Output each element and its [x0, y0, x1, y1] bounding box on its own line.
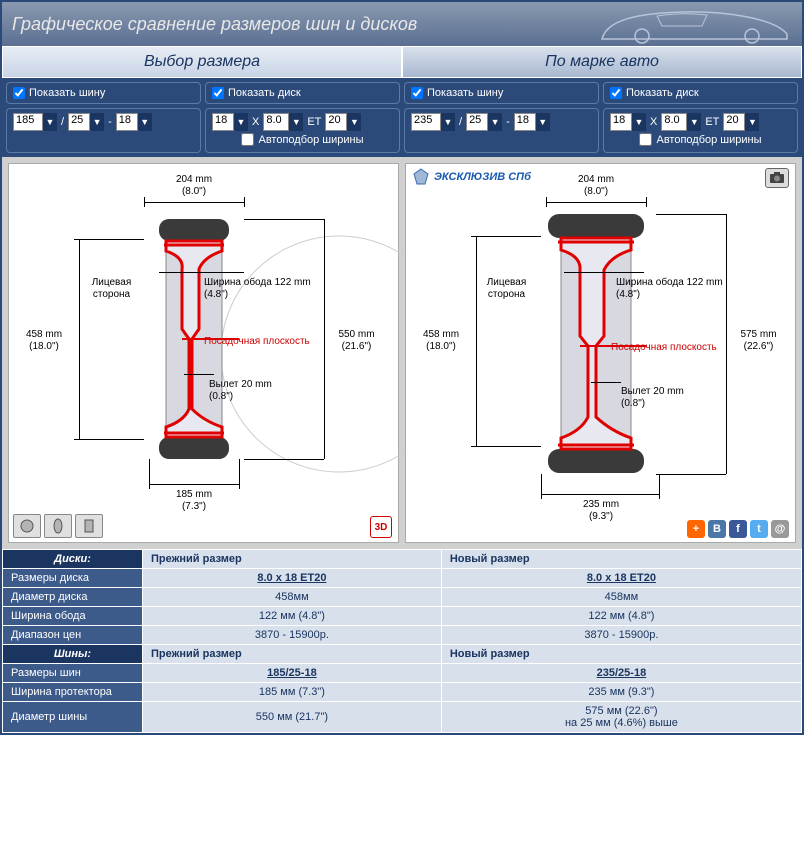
- section-tires: Шины:: [3, 645, 143, 664]
- left-disc-selects: 18▼ X 8.0▼ ET 20▼: [212, 113, 393, 131]
- show-disc-left-checkbox[interactable]: [212, 87, 224, 99]
- diagrams: 204 mm(8.0") 458 mm(18.0") 550 mm(21.6")…: [2, 157, 802, 549]
- section-discs: Диски:: [3, 550, 143, 569]
- left-controls: Показать шину Показать диск 185▼ / 25▼ -…: [6, 82, 400, 153]
- dim-offset: Вылет 20 mm(0.8"): [209, 379, 309, 403]
- disc-diameter-select-r[interactable]: 18: [610, 113, 632, 131]
- twitter-icon[interactable]: t: [750, 520, 768, 538]
- tire-diameter-select[interactable]: 18: [116, 113, 138, 131]
- show-tire-label: Показать шину: [29, 87, 105, 99]
- right-tire-selects: 235▼ / 25▼ - 18▼: [411, 113, 592, 131]
- col-new: Новый размер: [441, 550, 801, 569]
- 3d-badge[interactable]: 3D: [370, 516, 392, 538]
- row-tire-diam: Диаметр шины: [3, 702, 143, 733]
- chevron-down-icon[interactable]: ▼: [488, 113, 502, 131]
- share-plus-icon[interactable]: +: [687, 520, 705, 538]
- facebook-icon[interactable]: f: [729, 520, 747, 538]
- brand-badge: ЭКСКЛЮЗИВ СПб: [412, 168, 531, 186]
- left-disc-box: Показать диск: [205, 82, 400, 104]
- car-silhouette-icon: [592, 4, 792, 44]
- main-frame: Графическое сравнение размеров шин и дис…: [0, 0, 804, 735]
- dim-rim-width: Ширина обода 122 mm(4.8"): [204, 277, 339, 301]
- auto-width-label: Автоподбор ширины: [258, 134, 363, 146]
- brand-icon: [412, 168, 430, 186]
- tire-width-select[interactable]: 185: [13, 113, 43, 131]
- tab-by-car[interactable]: По марке авто: [402, 46, 802, 78]
- left-tire-selects: 185▼ / 25▼ - 18▼: [13, 113, 194, 131]
- left-tire-box: Показать шину: [6, 82, 201, 104]
- disc-et-select[interactable]: 20: [325, 113, 347, 131]
- right-disc-selects: 18▼ X 8.0▼ ET 20▼: [610, 113, 791, 131]
- dim-face-side: Лицевая сторона: [84, 277, 139, 301]
- right-controls: Показать шину Показать диск 235▼ / 25▼ -…: [404, 82, 798, 153]
- auto-width-left-checkbox[interactable]: [241, 133, 254, 146]
- disc-width-select-r[interactable]: 8.0: [661, 113, 687, 131]
- disc-diameter-select[interactable]: 18: [212, 113, 234, 131]
- chevron-down-icon[interactable]: ▼: [138, 113, 152, 131]
- controls-row: Показать шину Показать диск 185▼ / 25▼ -…: [2, 78, 802, 157]
- chevron-down-icon[interactable]: ▼: [289, 113, 303, 131]
- chevron-down-icon[interactable]: ▼: [687, 113, 701, 131]
- page-title: Графическое сравнение размеров шин и дис…: [12, 14, 417, 35]
- chevron-down-icon[interactable]: ▼: [90, 113, 104, 131]
- chevron-down-icon[interactable]: ▼: [441, 113, 455, 131]
- tire-diameter-select-r[interactable]: 18: [514, 113, 536, 131]
- chevron-down-icon[interactable]: ▼: [745, 113, 759, 131]
- tabs: Выбор размера По марке авто: [2, 46, 802, 78]
- show-disc-label: Показать диск: [228, 87, 301, 99]
- tab-by-size[interactable]: Выбор размера: [2, 46, 402, 78]
- row-disc-size: Размеры диска: [3, 569, 143, 588]
- row-rim-width: Ширина обода: [3, 607, 143, 626]
- chevron-down-icon[interactable]: ▼: [347, 113, 361, 131]
- diagram-right: ЭКСКЛЮЗИВ СПб 204 mm(8.0") 458 mm(18.0"): [405, 163, 796, 543]
- disc-et-select-r[interactable]: 20: [723, 113, 745, 131]
- row-price: Диапазон цен: [3, 626, 143, 645]
- dim-seat-plane: Посадочная плоскость: [204, 336, 344, 348]
- thumb-view-3[interactable]: [75, 514, 103, 538]
- vk-icon[interactable]: B: [708, 520, 726, 538]
- auto-width-right-checkbox[interactable]: [639, 133, 652, 146]
- view-thumbnails: [13, 514, 103, 538]
- col-prev: Прежний размер: [143, 550, 442, 569]
- chevron-down-icon[interactable]: ▼: [43, 113, 57, 131]
- tire-width-select-r[interactable]: 235: [411, 113, 441, 131]
- social-icons: + B f t @: [687, 520, 789, 538]
- row-tread-width: Ширина протектора: [3, 683, 143, 702]
- chevron-down-icon[interactable]: ▼: [234, 113, 248, 131]
- disc-width-select[interactable]: 8.0: [263, 113, 289, 131]
- chevron-down-icon[interactable]: ▼: [536, 113, 550, 131]
- thumb-view-1[interactable]: [13, 514, 41, 538]
- show-tire-right-checkbox[interactable]: [411, 87, 423, 99]
- row-disc-diam: Диаметр диска: [3, 588, 143, 607]
- dim-top-width: 204 mm(8.0"): [164, 174, 224, 198]
- show-tire-left-checkbox[interactable]: [13, 87, 25, 99]
- thumb-view-2[interactable]: [44, 514, 72, 538]
- row-tire-size: Размеры шин: [3, 664, 143, 683]
- dim-height-left: 458 mm(18.0"): [14, 329, 74, 353]
- camera-icon[interactable]: [765, 168, 789, 188]
- tire-profile-select-r[interactable]: 25: [466, 113, 488, 131]
- header: Графическое сравнение размеров шин и дис…: [2, 2, 802, 46]
- dim-bottom-width: 185 mm(7.3"): [164, 489, 224, 513]
- tire-profile-select[interactable]: 25: [68, 113, 90, 131]
- show-disc-right-checkbox[interactable]: [610, 87, 622, 99]
- comparison-table: Диски: Прежний размер Новый размер Разме…: [2, 549, 802, 733]
- chevron-down-icon[interactable]: ▼: [632, 113, 646, 131]
- diagram-left: 204 mm(8.0") 458 mm(18.0") 550 mm(21.6")…: [8, 163, 399, 543]
- mail-icon[interactable]: @: [771, 520, 789, 538]
